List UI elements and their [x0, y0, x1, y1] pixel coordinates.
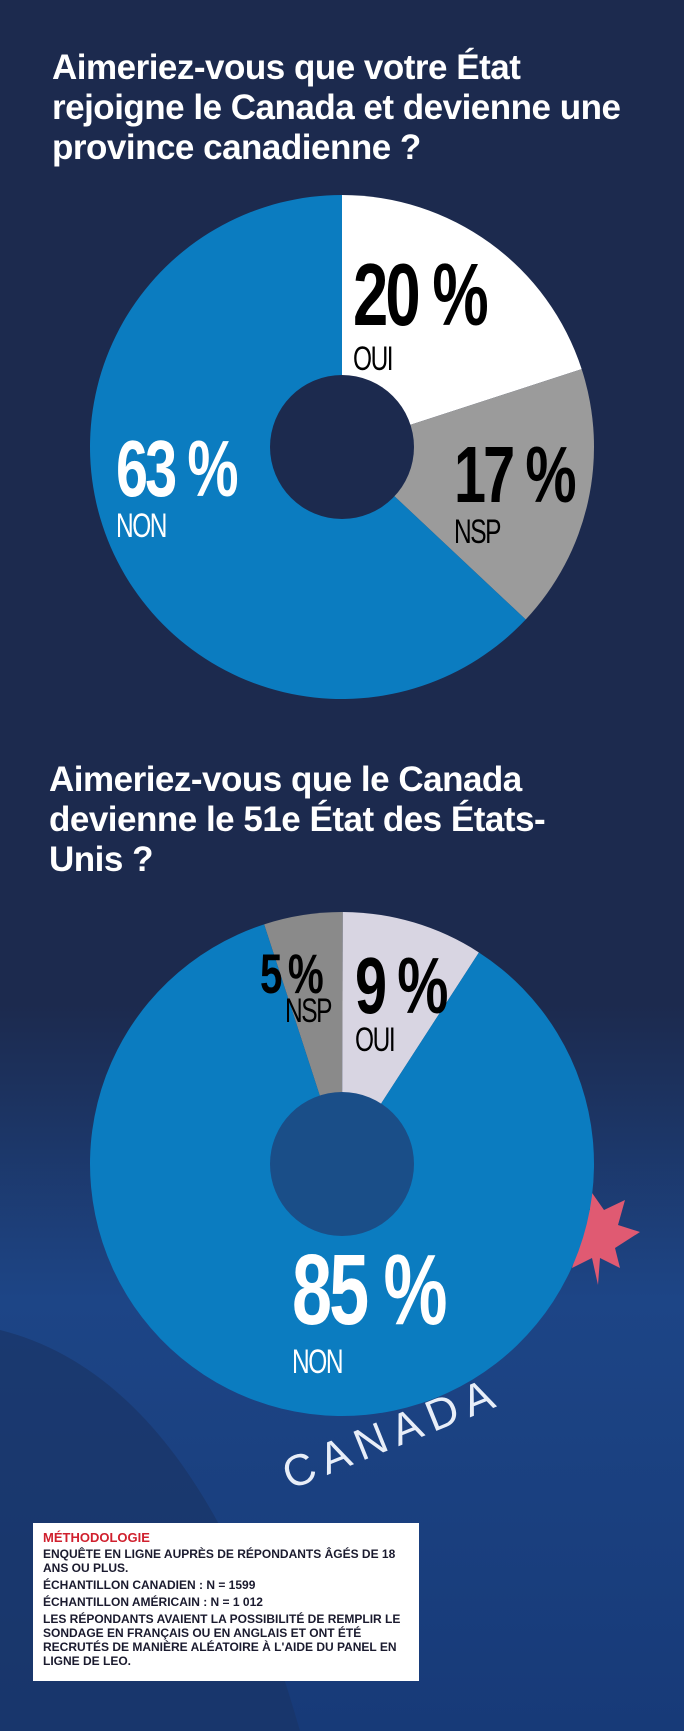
methodology-line: LES RÉPONDANTS AVAIENT LA POSSIBILITÉ DE… — [43, 1612, 401, 1668]
value-label: 85 % — [292, 1234, 446, 1345]
value-label: 63 % — [116, 424, 238, 514]
chart-title: Aimeriez-vous que votre État rejoigne le… — [52, 48, 621, 167]
donut-hole — [270, 1092, 414, 1236]
pie-slice — [342, 195, 582, 447]
donut-hole — [270, 375, 414, 519]
value-label: 9 % — [355, 941, 448, 1031]
methodology-line: ÉCHANTILLON CANADIEN : N = 1599 — [43, 1578, 256, 1592]
methodology-line: ENQUÊTE EN LIGNE AUPRÈS DE RÉPONDANTS ÂG… — [43, 1547, 396, 1575]
category-label: NON — [116, 507, 166, 545]
category-label: NON — [292, 1343, 342, 1381]
category-label: OUI — [353, 340, 392, 378]
value-label: 5 % — [260, 944, 323, 1006]
methodology-title: MÉTHODOLOGIE — [43, 1530, 150, 1545]
category-label: NSP — [285, 992, 332, 1030]
value-label: 20 % — [353, 247, 488, 345]
value-label: 17 % — [454, 430, 576, 520]
category-label: OUI — [355, 1021, 394, 1059]
methodology-line: ÉCHANTILLON AMÉRICAIN : N = 1 012 — [43, 1595, 263, 1609]
methodology-box: MÉTHODOLOGIE ENQUÊTE EN LIGNE AUPRÈS DE … — [33, 1523, 419, 1681]
chart-title: Aimeriez-vous que le Canada devienne le … — [49, 760, 546, 879]
category-label: NSP — [454, 513, 501, 551]
